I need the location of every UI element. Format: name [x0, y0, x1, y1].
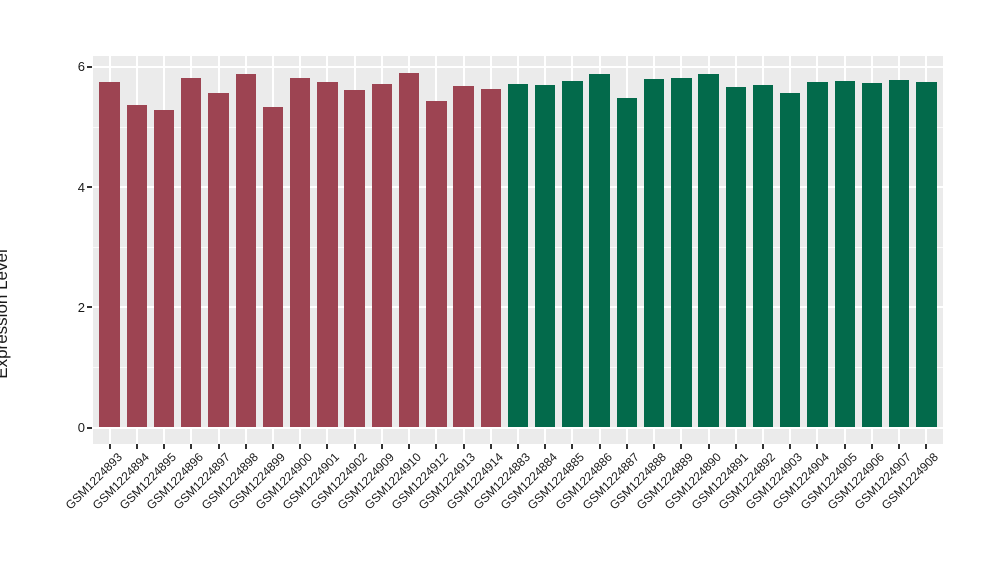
x-tick-mark [299, 444, 302, 449]
bar-GSM1224907 [888, 80, 910, 428]
bar-GSM1224906 [861, 83, 883, 428]
bar-GSM1224888 [643, 78, 665, 428]
x-tick-mark [190, 444, 193, 449]
bar-GSM1224891 [725, 87, 746, 428]
bar-GSM1224896 [181, 78, 202, 428]
x-tick-mark [217, 444, 220, 449]
bar-GSM1224904 [807, 81, 828, 428]
x-tick-mark [544, 444, 547, 449]
bar-GSM1224885 [562, 81, 583, 428]
bar-GSM1224898 [235, 73, 256, 428]
x-tick-mark [680, 444, 683, 449]
x-tick-mark [489, 444, 492, 449]
bar-GSM1224899 [262, 106, 284, 428]
x-tick-mark [870, 444, 873, 449]
bar-GSM1224894 [126, 105, 148, 428]
y-tick-label: 0 [77, 420, 85, 435]
x-tick-mark [435, 444, 438, 449]
x-tick-mark [380, 444, 383, 449]
bar-GSM1224893 [99, 81, 120, 428]
x-tick-mark [734, 444, 737, 449]
bar-GSM1224900 [289, 78, 311, 428]
x-tick-mark [326, 444, 329, 449]
bar-GSM1224889 [671, 77, 692, 428]
bar-GSM1224895 [153, 109, 175, 428]
y-tick-label: 2 [77, 299, 85, 315]
x-tick-mark [271, 444, 274, 449]
y-tick-mark [87, 65, 92, 68]
x-tick-mark [625, 444, 628, 449]
bar-GSM1224912 [426, 100, 447, 428]
x-tick-mark [925, 444, 928, 449]
bar-GSM1224892 [752, 84, 774, 428]
x-tick-mark [462, 444, 465, 449]
bar-GSM1224902 [344, 89, 365, 428]
bar-GSM1224903 [780, 93, 801, 428]
bar-GSM1224913 [453, 85, 474, 428]
x-tick-mark [898, 444, 901, 449]
bar-GSM1224884 [535, 84, 556, 428]
plot-panel [93, 56, 943, 444]
y-tick-mark [87, 426, 92, 429]
y-axis-title: Expression Level [0, 249, 11, 379]
x-tick-mark [707, 444, 710, 449]
bar-GSM1224908 [916, 81, 937, 428]
bar-GSM1224897 [208, 93, 229, 428]
x-tick-mark [353, 444, 356, 449]
bar-GSM1224887 [616, 97, 638, 428]
bar-GSM1224909 [371, 83, 393, 428]
bar-GSM1224883 [507, 84, 529, 428]
bar-GSM1224886 [589, 74, 610, 428]
x-tick-mark [163, 444, 166, 449]
x-tick-mark [408, 444, 411, 449]
bar-GSM1224901 [317, 81, 338, 428]
x-tick-mark [135, 444, 138, 449]
x-tick-mark [762, 444, 765, 449]
x-tick-mark [598, 444, 601, 449]
bar-GSM1224905 [834, 80, 855, 428]
y-tick-mark [87, 186, 92, 189]
x-tick-mark [571, 444, 574, 449]
bar-GSM1224890 [698, 73, 719, 428]
x-tick-mark [789, 444, 792, 449]
x-tick-mark [816, 444, 819, 449]
bar-GSM1224914 [480, 89, 501, 428]
x-tick-mark [244, 444, 247, 449]
y-tick-label: 6 [77, 59, 85, 75]
x-tick-mark [517, 444, 519, 449]
x-tick-mark [843, 444, 846, 449]
y-tick-label: 4 [77, 179, 85, 195]
x-tick-mark [653, 444, 656, 449]
x-tick-mark [108, 444, 111, 449]
y-tick-mark [87, 306, 92, 309]
bar-GSM1224910 [398, 72, 420, 428]
